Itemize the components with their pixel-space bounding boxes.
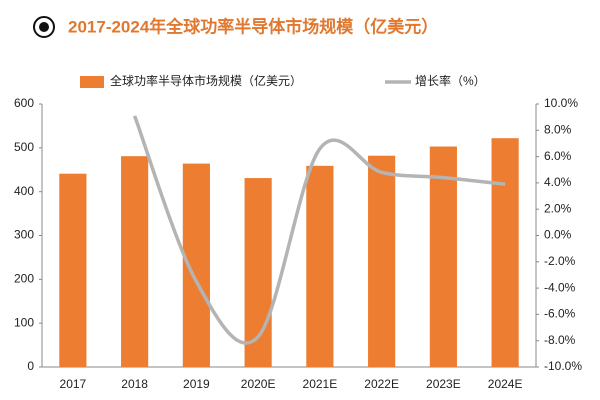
y2-tick-label: 2.0% bbox=[544, 201, 572, 215]
chart-title: 2017-2024年全球功率半导体市场规模（亿美元） bbox=[68, 16, 438, 36]
x-tick-label: 2021E bbox=[303, 377, 338, 391]
x-tick-label: 2020E bbox=[241, 377, 276, 391]
legend-label: 全球功率半导体市场规模（亿美元） bbox=[110, 73, 302, 88]
bar bbox=[491, 138, 519, 367]
x-tick-label: 2017 bbox=[60, 377, 87, 391]
y2-tick-label: -10.0% bbox=[544, 359, 582, 373]
x-tick-label: 2018 bbox=[121, 377, 148, 391]
y2-tick-label: -4.0% bbox=[544, 280, 576, 294]
y2-tick-label: 8.0% bbox=[544, 122, 572, 136]
y-tick-label: 500 bbox=[14, 140, 34, 154]
title-icon-dot bbox=[39, 22, 49, 32]
y2-tick-label: 4.0% bbox=[544, 175, 572, 189]
y2-tick-label: -2.0% bbox=[544, 254, 576, 268]
y2-tick-label: 0.0% bbox=[544, 228, 572, 242]
bar bbox=[368, 155, 396, 367]
y2-tick-label: 6.0% bbox=[544, 149, 572, 163]
legend-swatch bbox=[80, 76, 104, 88]
y-tick-label: 300 bbox=[14, 228, 34, 242]
x-tick-label: 2024E bbox=[488, 377, 523, 391]
y-tick-label: 0 bbox=[27, 359, 34, 373]
y2-tick-label: 10.0% bbox=[544, 96, 578, 110]
y-tick-label: 200 bbox=[14, 272, 34, 286]
y-tick-label: 600 bbox=[14, 96, 34, 110]
bar bbox=[59, 173, 87, 367]
x-tick-label: 2019 bbox=[183, 377, 210, 391]
bar bbox=[429, 146, 457, 367]
y2-tick-label: -6.0% bbox=[544, 307, 576, 321]
title-icon bbox=[33, 16, 55, 38]
x-tick-label: 2022E bbox=[364, 377, 399, 391]
y2-tick-label: -8.0% bbox=[544, 333, 576, 347]
bar bbox=[306, 165, 334, 367]
line bbox=[132, 115, 506, 345]
y-tick-label: 400 bbox=[14, 184, 34, 198]
bar bbox=[121, 156, 149, 367]
x-tick-label: 2023E bbox=[426, 377, 461, 391]
y-tick-label: 100 bbox=[14, 315, 34, 329]
legend-label: 增长率（%） bbox=[415, 73, 486, 88]
